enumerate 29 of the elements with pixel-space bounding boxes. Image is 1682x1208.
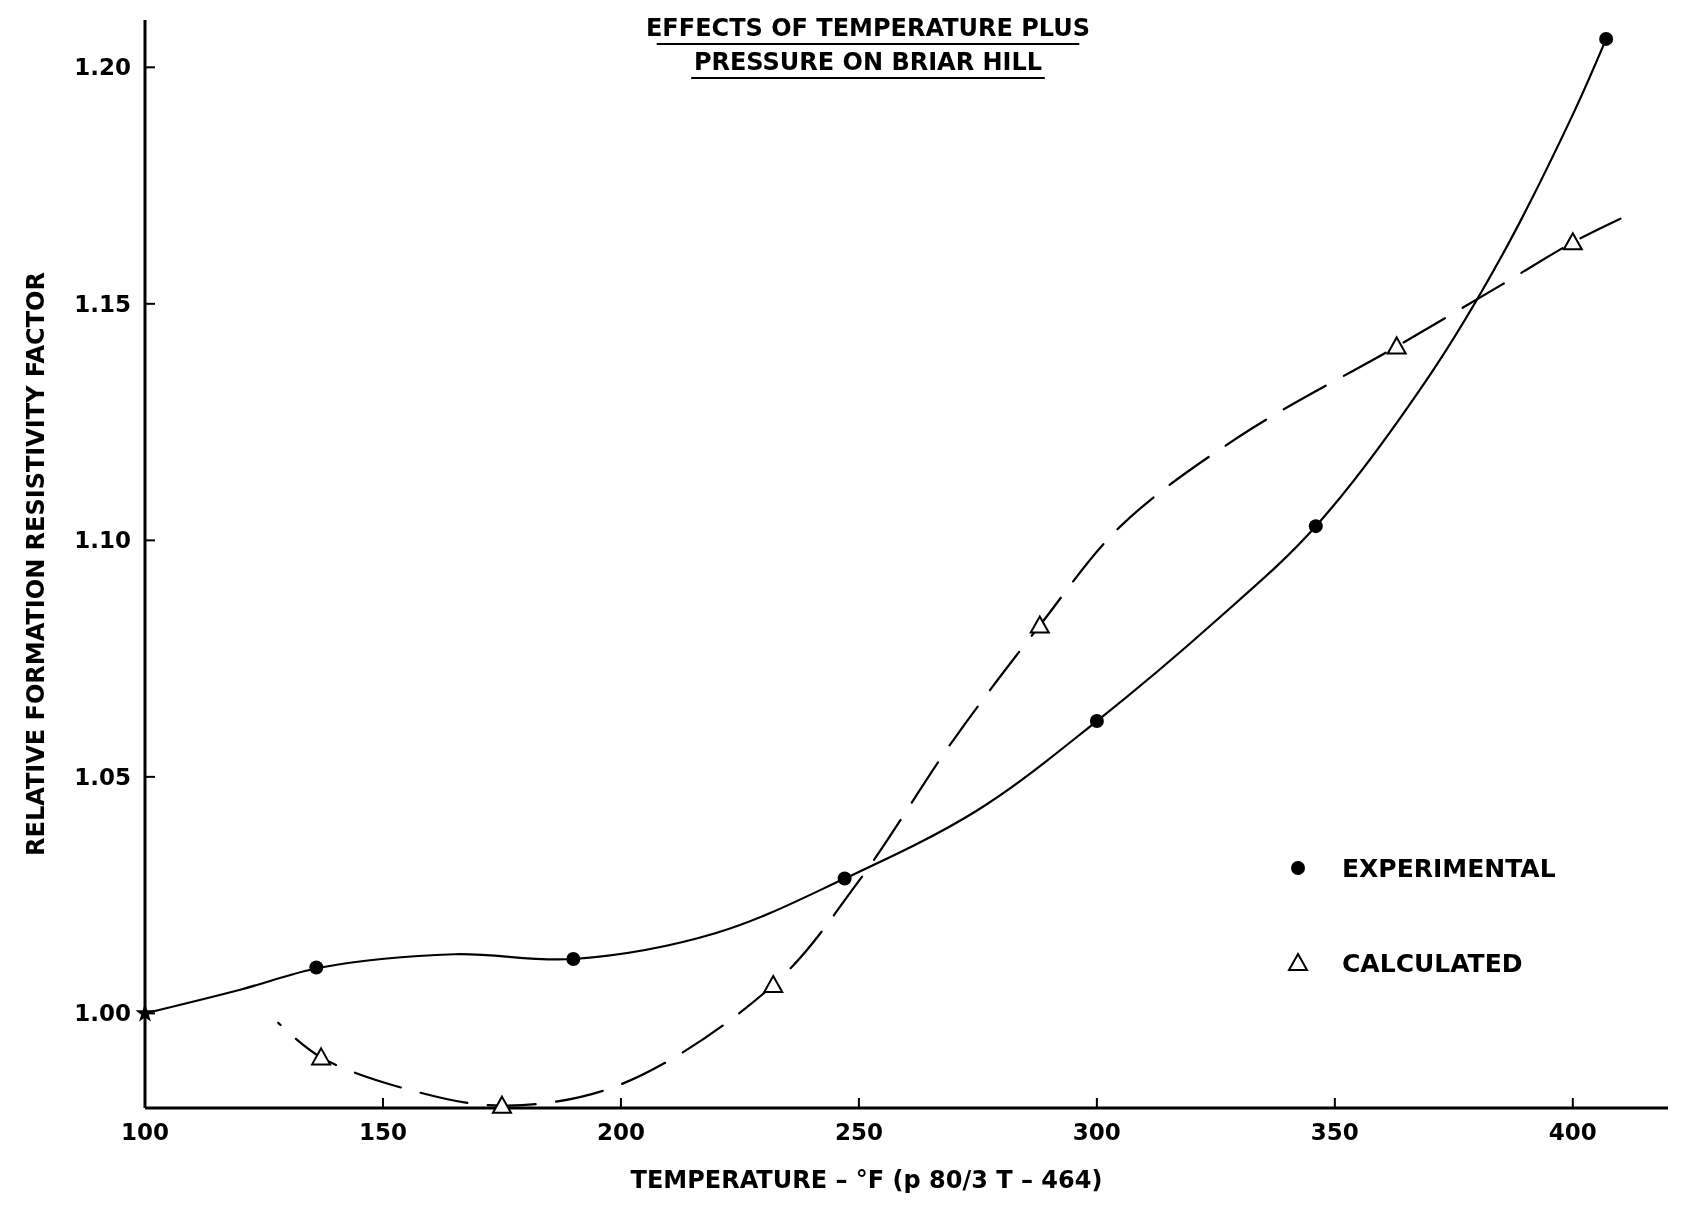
- y-tick-label: 1.05: [74, 763, 131, 790]
- x-tick-label: 350: [1310, 1119, 1359, 1145]
- point: [566, 951, 581, 966]
- x-tick-label: 300: [1072, 1119, 1121, 1145]
- text: EFFECTS OF TEMPERATURE PLUS PRESSURE ON BRIAR HILL: [645, 14, 1091, 76]
- x-tick-label: 150: [358, 1119, 407, 1145]
- y-tick-label: 1.20: [74, 54, 131, 81]
- y-axis-title: RELATIVE FORMATION RESISTIVITY FACTOR: [22, 272, 50, 856]
- point: [309, 960, 324, 975]
- x-tick-label: 200: [596, 1119, 645, 1145]
- x-tick-label: 250: [834, 1119, 883, 1145]
- x-axis-title: TEMPERATURE – °F (p 80/3 T – 464): [630, 1166, 1103, 1194]
- point: [311, 1047, 332, 1066]
- y-tick-label: 1.10: [74, 527, 131, 554]
- point: [491, 1095, 512, 1114]
- point: [763, 975, 784, 994]
- x-tick-label: 400: [1548, 1119, 1597, 1145]
- x-tick-label: 100: [120, 1119, 170, 1145]
- legend-label: EXPERIMENTAL: [1342, 854, 1556, 883]
- legend-label: CALCULATED: [1342, 949, 1523, 978]
- point: [1599, 31, 1614, 46]
- point: [1386, 336, 1407, 355]
- point: [1562, 232, 1583, 251]
- point: [1029, 615, 1050, 634]
- y-tick-label: 1.15: [74, 290, 131, 317]
- point: [1308, 519, 1323, 534]
- point: [837, 871, 852, 886]
- y-tick-label: 1.00: [74, 1000, 131, 1027]
- point: [1089, 714, 1104, 729]
